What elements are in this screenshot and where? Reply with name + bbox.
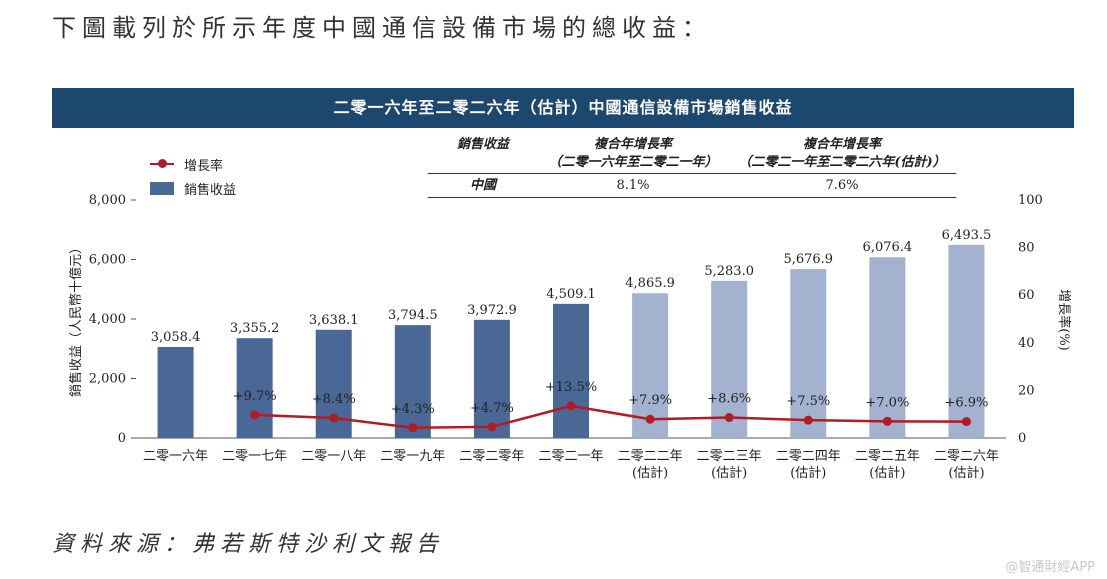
chart-title: 二零一六年至二零二六年（估計）中國通信設備市場銷售收益 [52,88,1074,128]
category-label: 二零一七年 [222,449,287,464]
legend-revenue: 銷售收益 [150,176,236,200]
revenue-bar [236,338,273,438]
category-label: (估計) [632,465,668,481]
category-label: 二零二三年 [697,449,762,464]
cagr-rule-bottom [428,197,956,198]
y2-tick-label: 80 [1018,241,1035,256]
revenue-bar [473,319,510,438]
y-tick-label: 0 [118,431,126,446]
category-label: (估計) [948,465,984,481]
y-tick-label: 4,000 [89,312,126,327]
revenue-bar [394,325,431,438]
revenue-bar [157,347,194,438]
legend-growth-line-icon [150,159,174,168]
legend-growth-label: 增長率 [184,158,224,174]
growth-point [803,415,813,425]
growth-point [487,422,497,432]
y2-tick-label: 40 [1018,336,1035,351]
revenue-value-label: 3,972.9 [467,303,517,318]
category-label: 二零二四年 [776,449,841,464]
revenue-bar [632,293,669,438]
revenue-bar [869,257,906,438]
revenue-bar [553,303,589,438]
growth-line [254,404,967,430]
cagr-value-2016-2021: 8.1% [616,178,650,193]
cagr-rule-top [428,173,956,174]
growth-point [408,423,418,433]
growth-value-label: +7.9% [628,393,672,408]
category-label: 二零一八年 [301,449,366,464]
legend-revenue-label: 銷售收益 [184,182,237,198]
growth-value-label: +13.5% [545,380,597,395]
category-label: 二零二二年 [618,449,683,464]
cagr-value-2021-2026: 7.6% [825,178,859,193]
y2-tick-label: 0 [1018,431,1026,446]
cagr-header-2016-2021: 複合年增長率 （二零一六年至二零二一年） [548,137,718,170]
revenue-value-label: 3,058.4 [151,330,201,345]
category-label: 二零一六年 [143,449,208,464]
category-label: (估計) [790,465,826,481]
legend-growth: 增長率 [150,152,236,176]
revenue-value-label: 6,493.5 [942,228,992,243]
category-label: 二零二五年 [855,449,920,464]
y2-axis-title: 增長率(%) [1056,289,1072,351]
growth-value-label: +8.6% [707,392,751,407]
category-label: 二零一九年 [380,449,445,464]
revenue-value-label: 3,355.2 [230,321,280,336]
growth-point [329,413,339,423]
category-label: 二零二六年 [934,449,999,464]
cagr-region: 中國 [469,178,496,193]
growth-point [961,417,971,427]
revenue-value-label: 6,076.4 [863,240,913,255]
growth-point [882,416,892,426]
revenue-value-label: 5,676.9 [783,252,833,267]
revenue-bar [711,280,748,438]
revenue-bar [948,244,985,438]
growth-point [566,401,576,411]
revenue-value-label: 4,865.9 [625,276,675,291]
growth-value-label: +7.0% [865,395,909,410]
y-tick-label: 8,000 [89,193,126,208]
y-tick-label: 6,000 [89,253,126,268]
category-label: (估計) [869,465,905,481]
y2-tick-label: 100 [1018,193,1043,208]
revenue-value-label: 3,794.5 [388,308,438,323]
chart-legend: 增長率 銷售收益 [150,152,236,200]
growth-point [250,410,260,420]
source-note: 資料來源：弗若斯特沙利文報告 [52,532,445,557]
cagr-header-metric: 銷售收益 [456,137,509,152]
revenue-value-label: 4,509.1 [546,287,596,302]
y2-tick-label: 20 [1018,383,1035,398]
intro-text: 下圖載列於所示年度中國通信設備市場的總收益： [52,14,712,42]
revenue-value-label: 3,638.1 [309,313,359,328]
growth-value-label: +8.4% [312,392,356,407]
y-axis-title: 銷售收益（人民幣十億元） [68,241,84,397]
revenue-bar [790,269,827,438]
growth-value-label: +7.5% [786,394,830,409]
y-tick-label: 2,000 [89,372,126,387]
growth-value-label: +9.7% [233,389,277,404]
category-label: (估計) [711,465,747,481]
category-label: 二零二一年 [538,449,603,464]
cagr-header-2021-2026: 複合年增長率 （二零二一年至二零二六年(估計)） [738,137,946,170]
revenue-value-label: 5,283.0 [704,264,754,279]
growth-value-label: +4.3% [391,402,435,417]
growth-value-label: +4.7% [470,401,514,416]
growth-point [645,414,655,424]
legend-revenue-bar-icon [150,181,174,195]
growth-point [724,413,734,423]
y2-tick-label: 60 [1018,288,1035,303]
category-label: 二零二零年 [459,449,524,464]
watermark: @智通財經APP [1005,560,1095,575]
growth-value-label: +6.9% [944,396,988,411]
